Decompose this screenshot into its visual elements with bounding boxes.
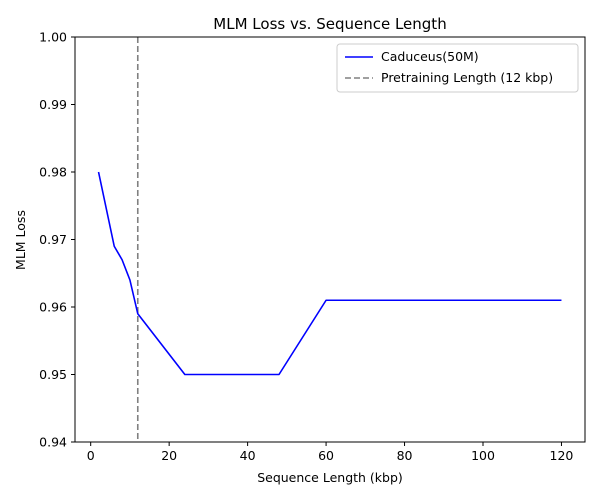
plot-frame bbox=[74, 36, 586, 443]
y-tick-label: 1.00 bbox=[39, 30, 67, 45]
y-tick-label: 0.96 bbox=[39, 300, 67, 315]
x-axis-label: Sequence Length (kbp) bbox=[257, 470, 403, 485]
x-tick-label: 0 bbox=[87, 448, 95, 463]
y-tick-label: 0.98 bbox=[39, 165, 67, 180]
y-tick-label: 0.94 bbox=[39, 435, 67, 450]
x-tick-label: 100 bbox=[471, 448, 495, 463]
x-tick-label: 80 bbox=[397, 448, 413, 463]
x-tick-label: 20 bbox=[161, 448, 177, 463]
x-tick-label: 60 bbox=[318, 448, 334, 463]
plot-area bbox=[97, 37, 562, 442]
legend-box bbox=[336, 43, 579, 93]
chart-title: MLM Loss vs. Sequence Length bbox=[213, 15, 446, 33]
x-axis-ticks: 0 20 40 60 80 100 120 bbox=[87, 442, 574, 463]
y-axis-ticks: 0.94 0.95 0.96 0.97 0.98 0.99 1.00 bbox=[39, 30, 75, 450]
y-tick-label: 0.99 bbox=[39, 97, 67, 112]
x-tick-label: 40 bbox=[240, 448, 256, 463]
y-axis-label: MLM Loss bbox=[13, 210, 28, 270]
legend-label-series: Caduceus(50M) bbox=[381, 49, 479, 64]
series-line-caduceus bbox=[97, 171, 562, 376]
legend: Caduceus(50M) Pretraining Length (12 kbp… bbox=[336, 43, 579, 93]
y-tick-label: 0.97 bbox=[39, 232, 67, 247]
y-tick-label: 0.95 bbox=[39, 367, 67, 382]
legend-label-reference: Pretraining Length (12 kbp) bbox=[381, 70, 553, 85]
x-tick-label: 120 bbox=[550, 448, 574, 463]
